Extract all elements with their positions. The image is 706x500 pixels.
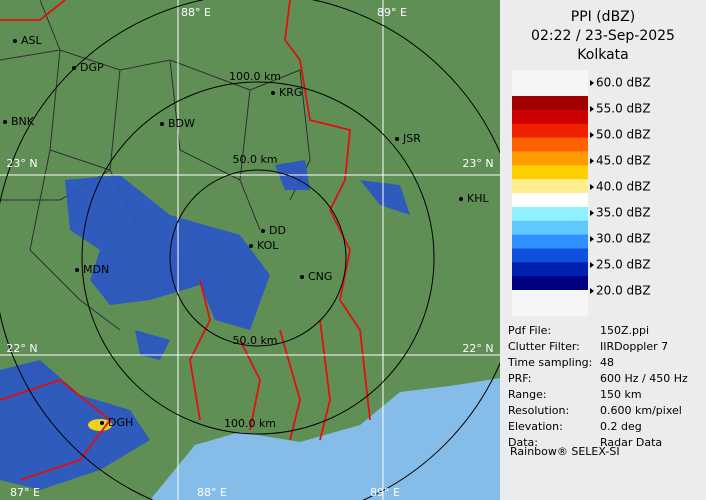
borders — [0, 0, 371, 481]
legend-arrow — [590, 288, 594, 294]
city-label: DGP — [80, 61, 104, 74]
legend-swatch — [512, 234, 588, 249]
legend-bottom — [512, 290, 588, 316]
graticule — [0, 0, 500, 500]
city-dot — [13, 39, 17, 43]
city-dot — [249, 244, 253, 248]
info-key: Pdf File: — [508, 324, 551, 337]
legend-arrow — [590, 262, 594, 268]
legend-arrow — [590, 106, 594, 112]
info-key: PRF: — [508, 372, 531, 385]
title: PPI (dBZ) — [571, 9, 635, 25]
legend-label: 30.0 dBZ — [596, 232, 651, 246]
legend-swatch — [512, 109, 588, 125]
info-value: IIRDoppler 7 — [600, 340, 668, 353]
legend-label: 50.0 dBZ — [596, 128, 651, 142]
info-value: 48 — [600, 356, 614, 369]
legend-arrow — [590, 210, 594, 216]
ring-label: 100.0 km — [224, 417, 276, 430]
legend-swatch — [512, 96, 588, 111]
legend-swatch — [512, 179, 588, 194]
datetime: 02:22 / 23-Sep-2025 — [531, 28, 675, 44]
ring-label: 50.0 km — [232, 334, 277, 347]
legend-swatch — [512, 193, 588, 208]
sea — [150, 378, 500, 500]
grid-label: 89° E — [377, 6, 407, 19]
grid-label: 23° N — [6, 157, 37, 170]
grid-label: 23° N — [462, 157, 493, 170]
info-value: 600 Hz / 450 Hz — [600, 372, 688, 385]
info-value: 150 km — [600, 388, 642, 401]
grid-label: 22° N — [6, 342, 37, 355]
city-label: DGH — [108, 416, 133, 429]
legend-label: 20.0 dBZ — [596, 284, 651, 298]
legend-label: 55.0 dBZ — [596, 102, 651, 116]
legend-arrow — [590, 184, 594, 190]
city-label: BNK — [11, 115, 35, 128]
legend-swatch — [512, 262, 588, 277]
info-key: Range: — [508, 388, 547, 401]
city-label: KHL — [467, 192, 489, 205]
info-key: Clutter Filter: — [508, 340, 580, 353]
legend-arrow — [590, 236, 594, 242]
info-key: Data: — [508, 436, 538, 449]
city-dot — [300, 275, 304, 279]
info-key: Time sampling: — [507, 356, 592, 369]
legend-swatch — [512, 276, 588, 291]
legend-arrow — [590, 80, 594, 86]
city-label: KOL — [257, 239, 279, 252]
city-dot — [3, 120, 7, 124]
city-label: BDW — [168, 117, 195, 130]
grid-label: 89° E — [370, 486, 400, 499]
legend-swatch — [512, 137, 588, 152]
grid-label: 87° E — [10, 486, 40, 499]
legend-arrow — [590, 132, 594, 138]
city-dot — [261, 229, 265, 233]
city-dot — [395, 137, 399, 141]
ring-label: 100.0 km — [229, 70, 281, 83]
echoes — [0, 160, 410, 490]
legend-label: 25.0 dBZ — [596, 258, 651, 272]
legend-swatch — [512, 165, 588, 180]
info-key: Resolution: — [508, 404, 569, 417]
legend-label: 35.0 dBZ — [596, 206, 651, 220]
info-key: Elevation: — [508, 420, 563, 433]
city-label: KRG — [279, 86, 302, 99]
legend-arrow — [590, 158, 594, 164]
city-dot — [72, 66, 76, 70]
legend-swatch — [512, 151, 588, 166]
legend-label: 60.0 dBZ — [596, 76, 651, 90]
echo-core — [88, 419, 112, 431]
ring-label: 50.0 km — [232, 153, 277, 166]
legend-label: 45.0 dBZ — [596, 154, 651, 168]
legend-swatch — [512, 123, 588, 139]
legend-swatch — [512, 248, 588, 263]
city-dot — [271, 91, 275, 95]
city-label: JSR — [402, 132, 421, 145]
info-value: Radar Data — [600, 436, 662, 449]
city-dot — [75, 268, 79, 272]
city-dot — [100, 421, 104, 425]
footer: Rainbow® SELEX-SI — [510, 445, 620, 458]
city-dot — [160, 122, 164, 126]
station: Kolkata — [577, 47, 628, 63]
city-label: DD — [269, 224, 286, 237]
legend-top — [512, 70, 588, 96]
legend-swatch — [512, 206, 588, 222]
legend-swatch — [512, 220, 588, 236]
legend-label: 40.0 dBZ — [596, 180, 651, 194]
district-borders — [0, 0, 311, 331]
grid-label: 88° E — [197, 486, 227, 499]
grid-label: 22° N — [462, 342, 493, 355]
city-label: MDN — [83, 263, 109, 276]
info-value: 150Z.ppi — [600, 324, 649, 337]
city-label: CNG — [308, 270, 332, 283]
info-value: 0.600 km/pixel — [600, 404, 682, 417]
city-dot — [459, 197, 463, 201]
info-value: 0.2 deg — [600, 420, 642, 433]
city-label: ASL — [21, 34, 43, 47]
grid-label: 88° E — [181, 6, 211, 19]
